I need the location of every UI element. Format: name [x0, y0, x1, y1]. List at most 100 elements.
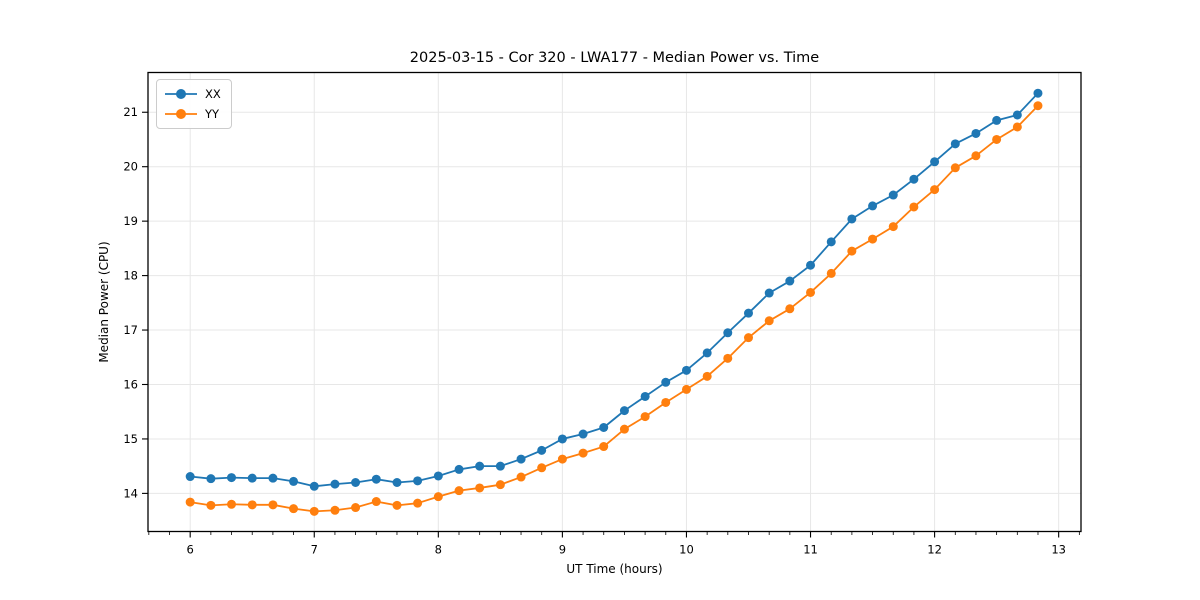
data-point-xx [516, 454, 526, 464]
data-point-xx [495, 461, 505, 471]
data-point-xx [1012, 110, 1022, 120]
data-point-yy [868, 234, 878, 244]
data-point-yy [661, 397, 671, 407]
data-point-xx [619, 406, 629, 416]
legend-label-yy: YY [205, 107, 220, 121]
data-point-yy [702, 371, 712, 381]
data-point-yy [806, 287, 816, 297]
data-point-yy [764, 316, 774, 326]
data-point-xx [826, 237, 836, 247]
data-point-xx [868, 201, 878, 211]
axes-spine [147, 71, 1082, 533]
data-point-xx [806, 260, 816, 270]
data-point-yy [185, 497, 195, 507]
y-tick-label: 16 [123, 377, 138, 391]
y-tick-label: 18 [123, 269, 138, 283]
data-point-xx [268, 473, 278, 483]
data-point-xx [971, 128, 981, 138]
data-point-xx [537, 445, 547, 455]
data-point-yy [950, 163, 960, 173]
data-point-xx [433, 471, 443, 481]
data-point-xx [743, 308, 753, 318]
data-point-xx [392, 477, 402, 487]
legend-glyph-yy-icon [165, 109, 197, 119]
data-point-xx [992, 115, 1002, 125]
data-point-yy [930, 185, 940, 195]
data-point-xx [185, 472, 195, 482]
data-point-xx [764, 288, 774, 298]
data-point-yy [1033, 101, 1043, 111]
x-tick-label: 6 [187, 543, 194, 557]
legend-marker-yy-icon [176, 109, 186, 119]
x-tick-label: 9 [559, 543, 566, 557]
data-point-xx [640, 391, 650, 401]
data-point-xx [289, 476, 299, 486]
data-point-xx [847, 214, 857, 224]
data-point-xx [723, 328, 733, 338]
data-point-xx [785, 276, 795, 286]
data-point-yy [309, 506, 319, 516]
data-point-yy [971, 151, 981, 161]
data-point-xx [888, 190, 898, 200]
data-point-yy [475, 483, 485, 493]
tick-layer: 6 7 8 9 10 11 12 13 14 15 16 17 18 19 20 21 [123, 71, 1082, 557]
data-point-yy [454, 486, 464, 496]
data-point-xx [371, 474, 381, 484]
series-line-xx [190, 92, 1039, 488]
y-tick-label: 19 [123, 214, 138, 228]
data-point-yy [909, 202, 919, 212]
data-point-xx [475, 461, 485, 471]
legend-label-xx: XX [205, 87, 221, 101]
data-point-yy [723, 353, 733, 363]
data-point-xx [681, 365, 691, 375]
y-tick-label: 20 [123, 160, 138, 174]
data-point-yy [1012, 122, 1022, 132]
data-point-xx [599, 423, 609, 433]
data-point-yy [330, 505, 340, 515]
legend: XX YY [156, 79, 232, 129]
data-point-xx [309, 481, 319, 491]
data-point-xx [454, 464, 464, 474]
data-point-yy [371, 497, 381, 507]
data-point-xx [247, 473, 257, 483]
data-point-yy [351, 503, 361, 513]
data-point-xx [330, 479, 340, 489]
data-point-yy [289, 504, 299, 514]
data-point-yy [268, 500, 278, 510]
data-point-yy [516, 472, 526, 482]
data-point-yy [495, 480, 505, 490]
chart-title: 2025-03-15 - Cor 320 - LWA177 - Median P… [410, 50, 819, 66]
data-point-yy [640, 412, 650, 422]
data-point-yy [826, 268, 836, 278]
legend-marker-xx-icon [176, 89, 186, 99]
data-point-yy [537, 463, 547, 473]
legend-item-xx: XX [164, 84, 221, 104]
x-tick-label: 8 [435, 543, 442, 557]
data-point-xx [1033, 88, 1043, 98]
data-point-xx [226, 473, 236, 483]
data-point-yy [681, 384, 691, 394]
data-point-xx [413, 476, 423, 486]
data-point-yy [392, 500, 402, 510]
y-tick-label: 21 [123, 105, 138, 119]
data-point-yy [247, 500, 257, 510]
x-tick-label: 7 [311, 543, 318, 557]
data-point-yy [557, 454, 567, 464]
data-point-xx [950, 139, 960, 149]
data-point-xx [661, 377, 671, 387]
data-point-xx [930, 157, 940, 167]
data-point-yy [413, 498, 423, 508]
data-point-yy [433, 492, 443, 502]
x-tick-label: 12 [927, 543, 942, 557]
data-point-xx [909, 174, 919, 184]
x-tick-label: 11 [803, 543, 818, 557]
data-point-xx [702, 348, 712, 358]
y-tick-label: 17 [123, 323, 138, 337]
x-tick-label: 13 [1051, 543, 1066, 557]
data-point-yy [206, 500, 216, 510]
grid-layer [148, 72, 1081, 532]
data-point-yy [599, 442, 609, 452]
data-point-yy [992, 134, 1002, 144]
